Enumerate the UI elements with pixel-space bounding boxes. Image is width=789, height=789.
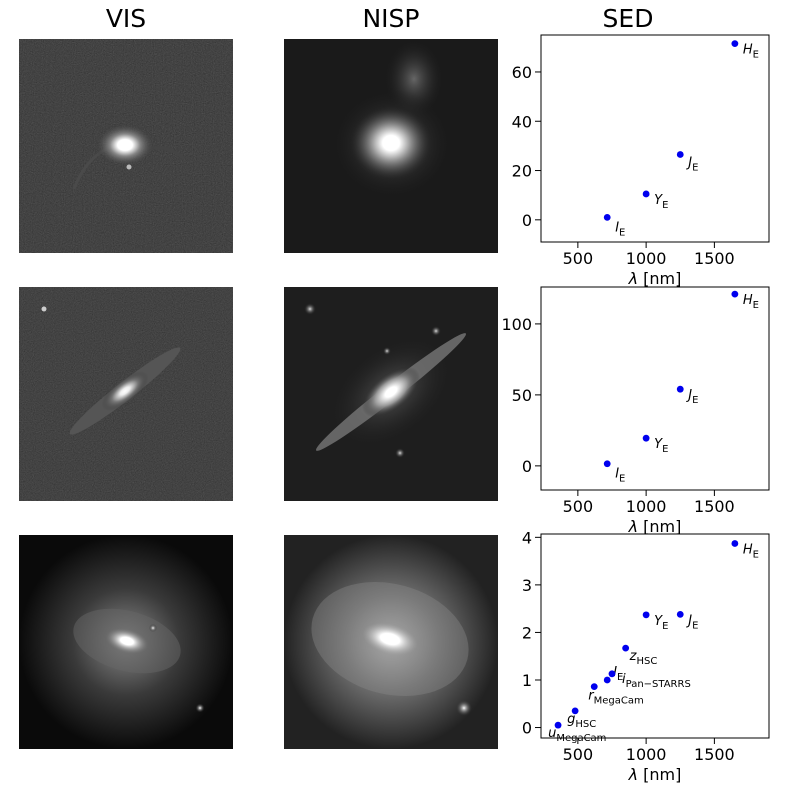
data-point-u-MegaCam	[554, 721, 562, 729]
data-point-I-E	[603, 213, 611, 221]
data-point-J-E	[676, 610, 684, 618]
nisp-image-row-2	[284, 287, 498, 501]
data-label: YE	[654, 614, 668, 632]
x-tick-label: 1500	[694, 745, 735, 764]
y-tick-label: 2	[522, 623, 532, 642]
data-point-H-E	[731, 40, 739, 48]
vis-galaxy-image	[19, 39, 233, 253]
data-label: IE	[615, 467, 625, 485]
plot-frame	[540, 286, 770, 491]
x-tick-label: 1500	[694, 249, 735, 268]
x-tick-label: 500	[563, 249, 594, 268]
data-label: gHSC	[567, 712, 596, 730]
plot-frame	[540, 533, 770, 739]
y-tick-label: 0	[522, 457, 532, 476]
data-point-i-Pan−STARRS	[608, 670, 616, 678]
data-point-J-E	[676, 385, 684, 393]
data-label: uMegaCam	[548, 726, 606, 744]
y-tick-label: 40	[512, 112, 532, 131]
y-tick-label: 3	[522, 576, 532, 595]
data-label: rMegaCam	[588, 689, 643, 707]
data-point-Y-E	[642, 611, 650, 619]
y-tick-label: 1	[522, 671, 532, 690]
data-point-H-E	[731, 540, 739, 547]
sed-chart-2: 500 1000 1500 0 50 100 λ [nm] IE YE JE HE	[501, 286, 770, 536]
data-point-J-E	[676, 151, 684, 158]
data-label: iPan−STARRS	[622, 672, 691, 690]
nisp-column-title: NISP	[362, 4, 420, 33]
vis-column-title: VIS	[105, 4, 147, 33]
data-label: HE	[743, 293, 759, 311]
data-label: IE	[613, 665, 623, 683]
data-label: YE	[654, 437, 668, 455]
data-label: zHSC	[629, 649, 658, 667]
data-label: JE	[685, 388, 698, 406]
vis-galaxy-image	[19, 535, 233, 749]
sed-column-title: SED	[602, 4, 654, 33]
data-point-Y-E	[642, 190, 650, 198]
vis-galaxy-image	[19, 287, 233, 501]
y-tick-label: 100	[501, 315, 532, 334]
y-tick-label: 0	[522, 719, 532, 738]
vis-image-row-1	[19, 39, 233, 253]
data-label: IE	[615, 220, 625, 238]
y-tick-label: 60	[512, 63, 532, 82]
data-label: YE	[654, 193, 668, 211]
data-point-I-E	[603, 676, 611, 684]
data-label: HE	[743, 543, 759, 561]
y-tick-label: 20	[512, 162, 532, 181]
sed-chart-1: 500 1000 1500 0 20 40 60 λ [nm] IE YE JE HE	[512, 34, 770, 288]
x-tick-label: 500	[563, 497, 594, 516]
vis-image-row-2	[19, 287, 233, 501]
nisp-galaxy-image	[284, 535, 498, 749]
x-tick-label: 1000	[626, 249, 667, 268]
data-point-g-HSC	[571, 707, 579, 715]
y-tick-label: 50	[512, 386, 532, 405]
nisp-galaxy-image	[284, 287, 498, 501]
x-tick-label: 500	[563, 745, 594, 764]
plot-frame	[540, 34, 770, 243]
nisp-galaxy-image	[284, 39, 498, 253]
x-axis-label: λ [nm]	[628, 517, 682, 536]
data-label: JE	[685, 613, 698, 631]
x-tick-label: 1000	[626, 745, 667, 764]
data-point-z-HSC	[622, 644, 630, 652]
x-axis-label: λ [nm]	[628, 269, 682, 288]
vis-image-row-3	[19, 535, 233, 749]
nisp-image-row-1	[284, 39, 498, 253]
nisp-image-row-3	[284, 535, 498, 749]
data-point-r-MegaCam	[590, 683, 598, 691]
y-tick-label: 4	[522, 528, 532, 547]
data-label: HE	[743, 43, 759, 61]
x-tick-label: 1000	[626, 497, 667, 516]
data-point-Y-E	[642, 434, 650, 442]
y-tick-label: 0	[522, 211, 532, 230]
x-tick-label: 1500	[694, 497, 735, 516]
x-axis-label: λ [nm]	[628, 765, 682, 784]
data-label: JE	[685, 156, 698, 174]
data-point-H-E	[731, 290, 739, 298]
data-point-I-E	[603, 460, 611, 468]
